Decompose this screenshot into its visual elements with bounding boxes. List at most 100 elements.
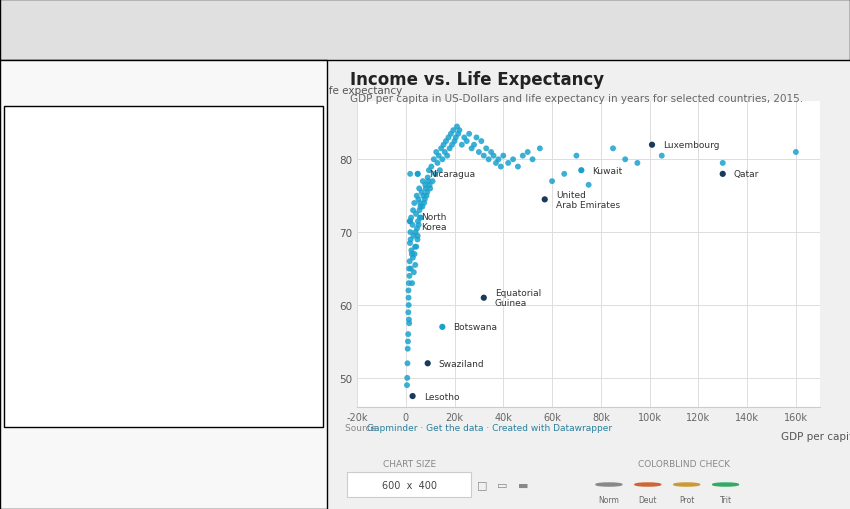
Point xyxy=(411,196,425,204)
Text: Pie chart: Pie chart xyxy=(105,338,142,348)
Text: Luxembourg: Luxembourg xyxy=(663,141,720,150)
Point xyxy=(414,214,428,222)
Point xyxy=(494,163,507,172)
Point xyxy=(558,171,571,179)
Text: Grouped
Column Chart: Grouped Column Chart xyxy=(15,264,73,284)
Point xyxy=(606,145,620,153)
Bar xyxy=(29,129,60,134)
Point xyxy=(716,171,729,179)
Circle shape xyxy=(596,483,622,486)
Text: Split Bars: Split Bars xyxy=(104,146,144,155)
Point xyxy=(417,200,431,208)
Point xyxy=(491,156,505,164)
Text: Trit: Trit xyxy=(719,495,732,504)
Point xyxy=(462,130,476,138)
Point xyxy=(411,171,424,179)
Point xyxy=(411,225,424,233)
Bar xyxy=(23,256,31,271)
Text: Swaziland: Swaziland xyxy=(439,359,484,368)
Text: Prot: Prot xyxy=(679,495,694,504)
Polygon shape xyxy=(612,9,625,52)
Bar xyxy=(29,122,47,128)
Point xyxy=(474,138,488,146)
Point xyxy=(789,149,802,157)
Point xyxy=(412,221,426,230)
Point xyxy=(407,200,421,208)
Bar xyxy=(102,256,110,271)
Point xyxy=(428,171,442,179)
Point xyxy=(403,258,416,266)
Point xyxy=(420,192,434,201)
Point xyxy=(538,196,552,204)
Text: Norm: Norm xyxy=(598,495,620,504)
Text: Hint:: Hint: xyxy=(10,471,38,481)
FancyBboxPatch shape xyxy=(347,472,472,497)
Bar xyxy=(189,122,206,128)
Text: Stacked
Column Chart: Stacked Column Chart xyxy=(95,264,153,284)
Point xyxy=(435,156,449,164)
Point xyxy=(479,145,493,153)
FancyBboxPatch shape xyxy=(39,386,49,391)
Point xyxy=(400,374,414,382)
Text: Short Table: Short Table xyxy=(20,403,67,412)
Bar xyxy=(125,260,133,271)
Point xyxy=(655,152,669,160)
Point xyxy=(400,381,414,389)
Text: 2  Check & Describe ✔: 2 Check & Describe ✔ xyxy=(264,25,382,36)
Text: Annotate: Annotate xyxy=(154,82,201,92)
Text: Nicaragua: Nicaragua xyxy=(428,170,475,179)
FancyBboxPatch shape xyxy=(87,237,162,298)
Point xyxy=(412,185,426,193)
FancyBboxPatch shape xyxy=(442,9,612,52)
Point xyxy=(432,152,445,160)
X-axis label: GDP per capita: GDP per capita xyxy=(781,432,850,442)
Point xyxy=(470,134,484,142)
Wedge shape xyxy=(110,314,138,324)
Point xyxy=(402,279,416,288)
FancyBboxPatch shape xyxy=(49,386,60,391)
Point xyxy=(419,185,433,193)
Point xyxy=(434,145,448,153)
Point xyxy=(401,345,415,353)
FancyBboxPatch shape xyxy=(166,173,241,234)
FancyBboxPatch shape xyxy=(75,73,138,103)
Point xyxy=(442,134,456,142)
Bar xyxy=(268,122,286,128)
Text: transpose the data: transpose the data xyxy=(94,486,186,496)
Point xyxy=(451,130,465,138)
Point xyxy=(402,294,416,302)
Text: ▼: ▼ xyxy=(297,439,304,449)
Point xyxy=(405,392,419,401)
Point xyxy=(570,152,583,160)
Point xyxy=(406,254,420,262)
Text: Source:: Source: xyxy=(345,423,382,433)
Point xyxy=(472,149,485,157)
Wedge shape xyxy=(190,324,218,335)
Point xyxy=(631,159,644,167)
Bar xyxy=(189,136,211,142)
Text: Deut: Deut xyxy=(638,495,657,504)
Text: Design: Design xyxy=(225,82,262,92)
Point xyxy=(448,138,462,146)
Point xyxy=(582,181,596,189)
Point xyxy=(403,272,416,280)
Point xyxy=(422,181,436,189)
Point xyxy=(427,156,440,164)
Point xyxy=(449,134,462,142)
Point xyxy=(405,279,419,288)
Point xyxy=(418,196,432,204)
Text: 600  x  400: 600 x 400 xyxy=(382,479,437,490)
Point xyxy=(645,142,659,150)
Text: Bullet Bars: Bullet Bars xyxy=(260,146,306,155)
Wedge shape xyxy=(190,314,218,328)
Point xyxy=(405,247,418,255)
Text: Lines: Lines xyxy=(192,274,214,284)
FancyBboxPatch shape xyxy=(119,380,129,386)
Point xyxy=(403,218,416,226)
Point xyxy=(421,174,434,182)
Point xyxy=(424,163,438,172)
Bar xyxy=(268,136,291,142)
Bar xyxy=(273,184,281,207)
FancyBboxPatch shape xyxy=(109,391,119,396)
Point xyxy=(402,320,416,328)
